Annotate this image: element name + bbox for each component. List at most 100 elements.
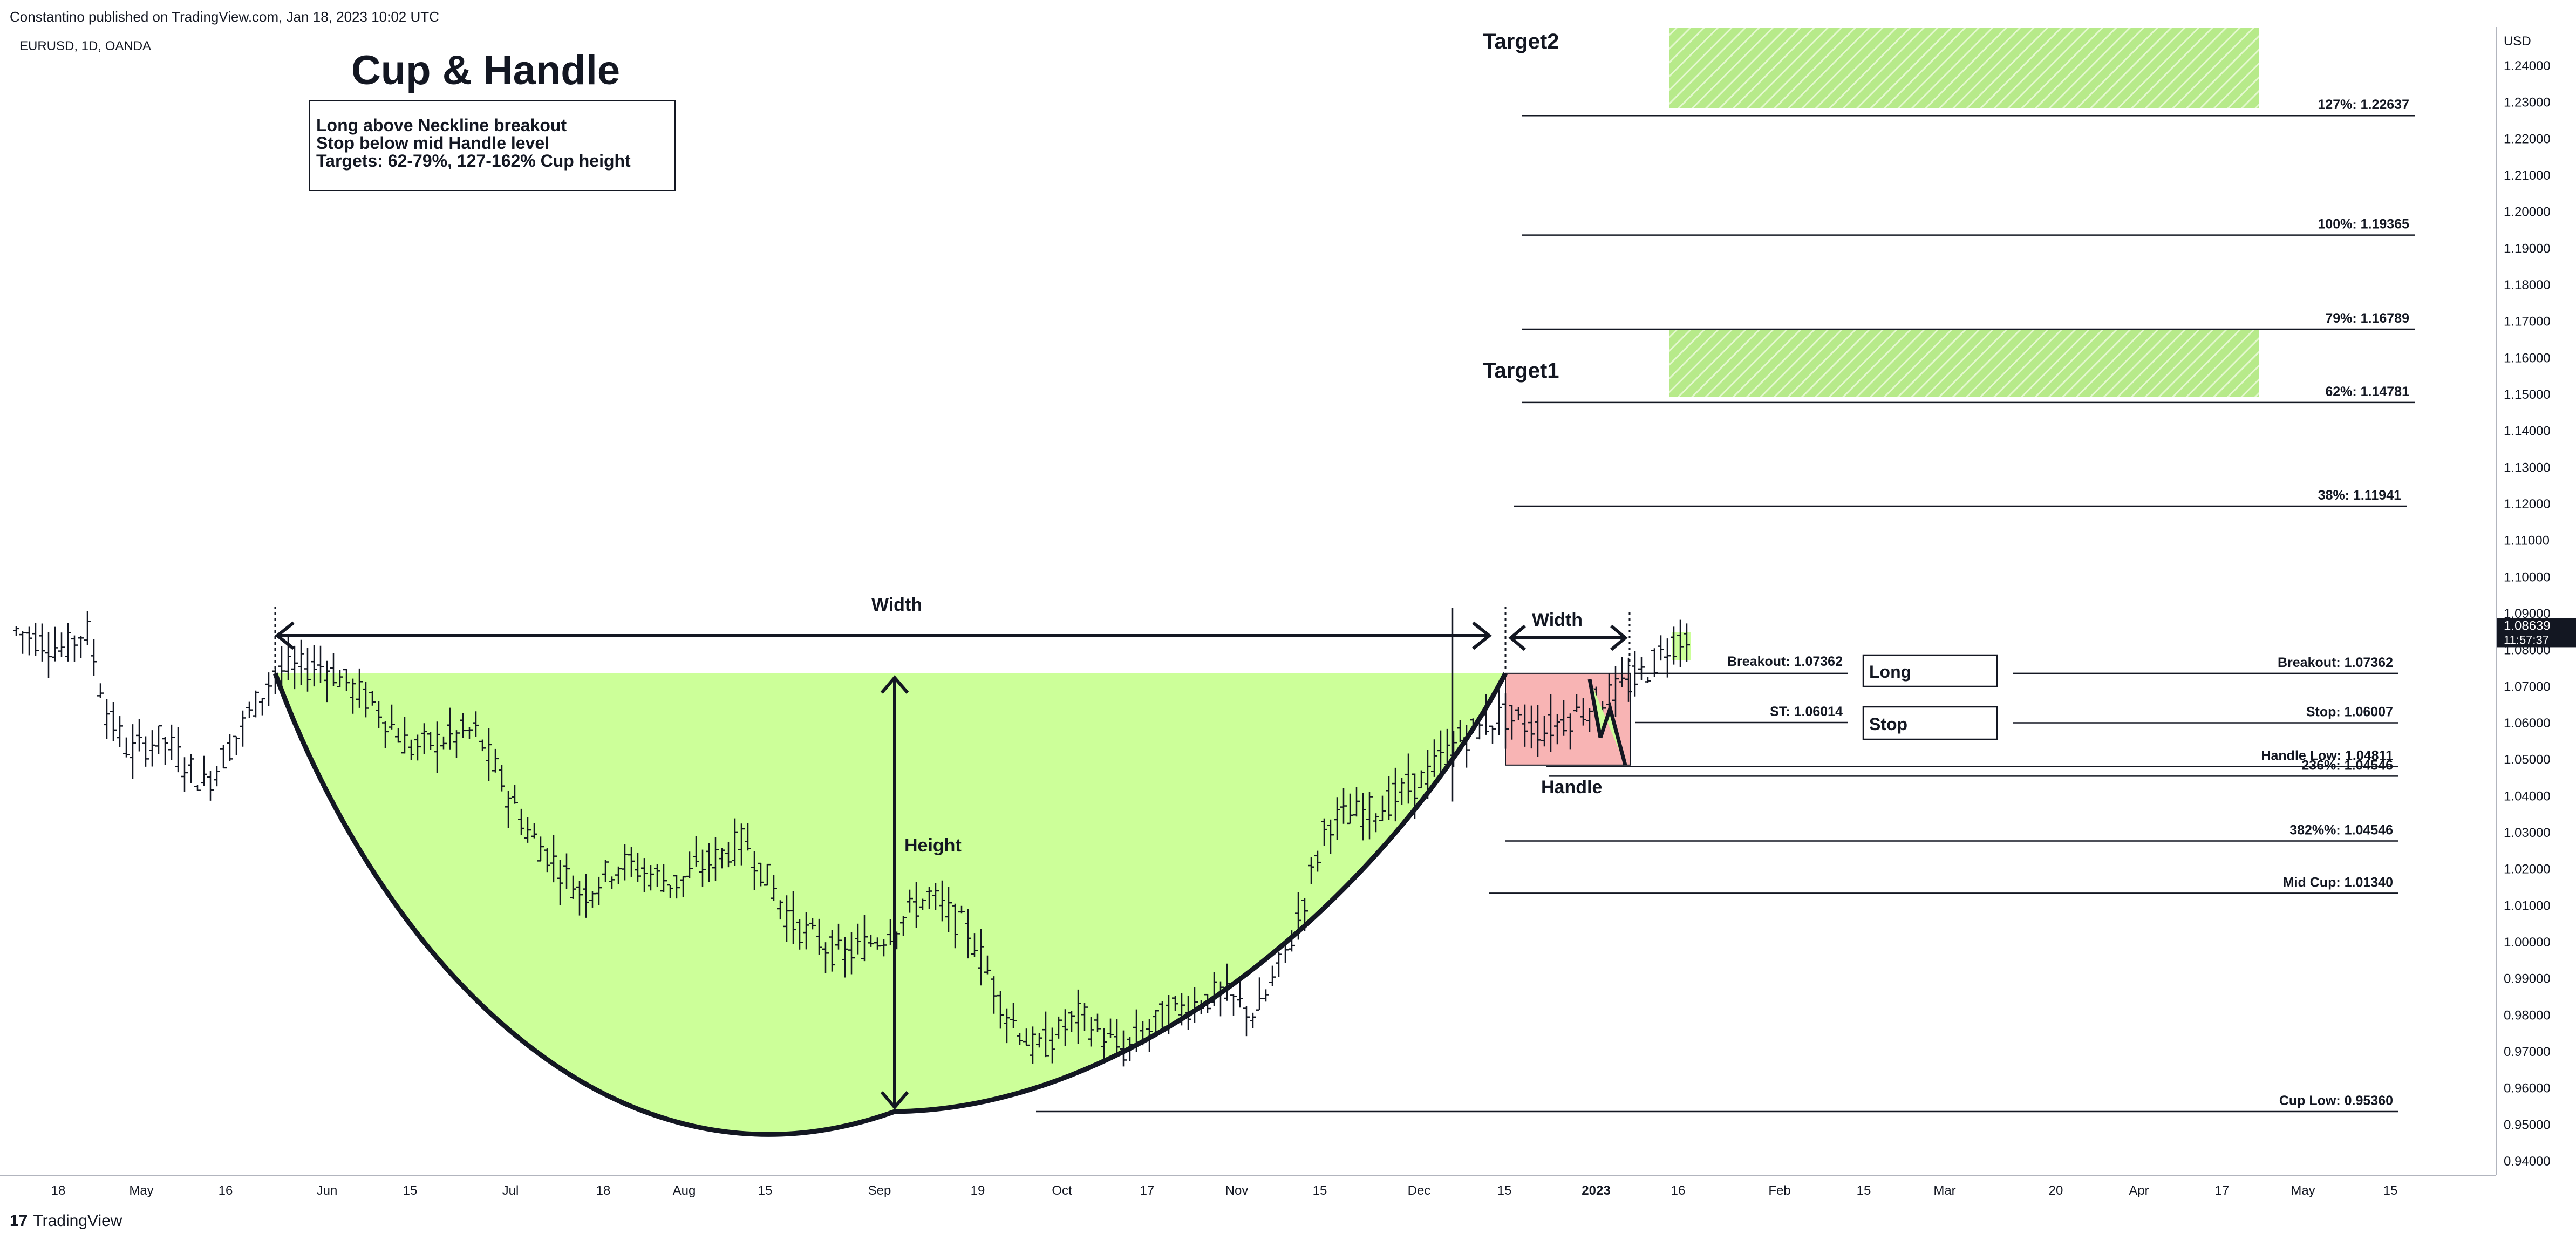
candle: [492, 748, 499, 773]
candle: [32, 622, 39, 656]
candle: [816, 918, 822, 955]
candle: [1684, 623, 1690, 662]
candle: [673, 875, 680, 899]
candle: [1049, 1027, 1055, 1064]
candle: [1030, 1026, 1036, 1065]
y-tick-label: 0.97000: [2504, 1045, 2551, 1059]
candle: [764, 863, 771, 886]
candle: [1017, 1033, 1023, 1045]
candle: [194, 785, 201, 791]
y-tick-label: 1.20000: [2504, 205, 2551, 220]
level-label: 127%: 1.22637: [2318, 97, 2409, 112]
candle: [350, 678, 356, 714]
x-tick-label: 17: [1140, 1183, 1155, 1198]
candle: [1541, 716, 1548, 747]
y-tick-label: 0.94000: [2504, 1154, 2551, 1169]
candle: [874, 937, 881, 950]
candle: [512, 785, 518, 804]
candle: [45, 632, 52, 678]
candle: [576, 880, 583, 916]
y-tick-label: 1.16000: [2504, 351, 2551, 365]
candle: [881, 939, 887, 957]
candle: [952, 903, 958, 949]
candle: [900, 916, 907, 936]
x-tick-label: 15: [1857, 1183, 1871, 1198]
candle: [1004, 1008, 1010, 1044]
candle: [240, 710, 246, 747]
candle: [1269, 965, 1276, 986]
candle: [395, 728, 401, 743]
candle: [648, 865, 654, 891]
candle: [1586, 708, 1593, 732]
x-tick-label: 18: [596, 1183, 611, 1198]
candle: [596, 876, 602, 905]
candle: [1405, 753, 1412, 804]
level-label: 79%: 1.16789: [2325, 311, 2409, 326]
candle: [1619, 657, 1625, 687]
y-tick-label: 1.18000: [2504, 278, 2551, 292]
candle: [680, 876, 686, 897]
candle: [654, 864, 660, 887]
candle: [363, 682, 369, 718]
x-tick-label: 15: [1313, 1183, 1327, 1198]
candle: [1664, 638, 1671, 678]
candle: [39, 623, 45, 662]
candle: [1081, 1003, 1088, 1031]
candle: [1153, 1010, 1159, 1035]
candle: [790, 891, 796, 944]
candle: [421, 723, 427, 754]
candle: [745, 823, 751, 851]
candle: [453, 730, 460, 758]
candle: [376, 701, 382, 728]
candle: [1366, 791, 1373, 840]
candle: [1658, 635, 1664, 661]
y-tick-label: 1.23000: [2504, 96, 2551, 110]
candle: [1625, 657, 1632, 702]
candle: [1638, 657, 1645, 680]
candle: [311, 645, 317, 687]
candle: [330, 653, 337, 686]
x-tick-label: Aug: [673, 1183, 696, 1198]
candle: [848, 932, 855, 975]
candle: [628, 847, 635, 877]
candle: [1573, 694, 1580, 712]
y-tick-label: 0.96000: [2504, 1081, 2551, 1096]
level-label: Breakout: 1.07362: [2278, 655, 2393, 670]
candle: [693, 836, 699, 867]
candle: [343, 669, 350, 691]
level-label: Cup Low: 0.95360: [2279, 1093, 2393, 1108]
footer-brand[interactable]: 17 TradingView: [10, 1212, 122, 1230]
y-tick-label: 1.17000: [2504, 315, 2551, 329]
candle: [1036, 1033, 1042, 1048]
candle: [907, 889, 913, 913]
candle: [466, 727, 473, 739]
candle: [486, 728, 492, 781]
candle: [1554, 714, 1560, 745]
long-label: Long: [1869, 662, 1911, 682]
note-line-1: Long above Neckline breakout: [316, 115, 567, 135]
candle: [1431, 739, 1437, 777]
y-tick-label: 1.21000: [2504, 168, 2551, 183]
candle: [356, 668, 363, 708]
candle: [978, 929, 984, 986]
candle: [1476, 723, 1483, 740]
width-arrow-head-left: [275, 621, 295, 650]
candle: [1088, 1017, 1094, 1047]
x-tick-label: May: [2291, 1183, 2315, 1198]
footer-brand-label: TradingView: [33, 1212, 122, 1230]
candle: [19, 631, 26, 654]
x-tick-label: Jul: [502, 1183, 519, 1198]
candle: [563, 853, 570, 889]
candle: [557, 860, 563, 905]
candle: [609, 876, 615, 889]
candle: [997, 991, 1004, 1029]
candle: [699, 849, 706, 888]
candle: [110, 701, 117, 741]
y-tick-label: 1.05000: [2504, 753, 2551, 767]
candle: [220, 745, 227, 769]
candle: [635, 853, 641, 882]
candle: [868, 934, 874, 947]
candle: [602, 860, 609, 882]
candle: [732, 818, 738, 866]
